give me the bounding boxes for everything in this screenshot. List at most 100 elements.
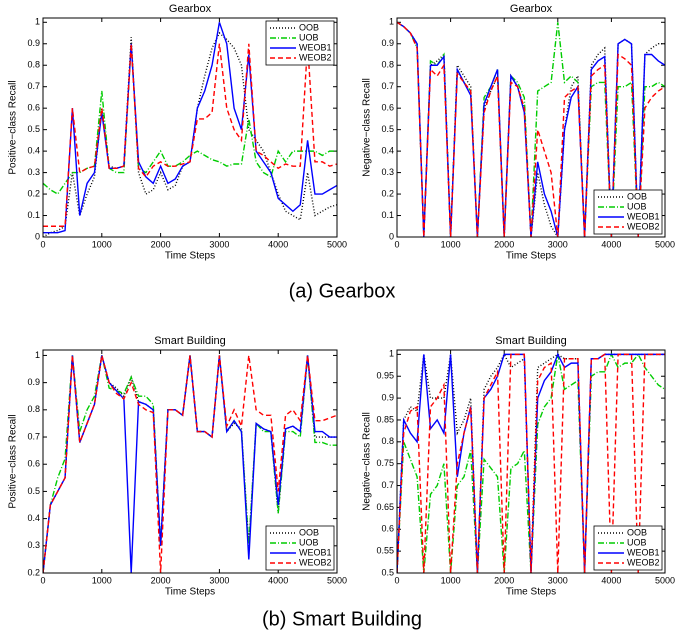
x-tick-label: 3000 <box>548 239 568 249</box>
x-tick-label: 0 <box>40 575 45 585</box>
legend-label: WEOB2 <box>627 221 660 231</box>
x-tick-label: 2000 <box>151 239 171 249</box>
axes-frame <box>42 17 338 238</box>
y-tick-label: 0.95 <box>376 371 394 381</box>
x-tick-label: 3000 <box>209 575 229 585</box>
y-tick-label: 1 <box>389 349 394 359</box>
legend-label: OOB <box>627 527 647 537</box>
x-tick-label: 2000 <box>151 575 171 585</box>
caption: (b) Smart Building <box>262 608 422 630</box>
y-axis-label: Negative−class Recall <box>362 78 373 177</box>
x-tick-label: 5000 <box>327 575 347 585</box>
y-tick-label: 0.8 <box>27 404 40 414</box>
x-tick-label: 1000 <box>441 575 461 585</box>
x-axis-label: Time Steps <box>165 251 215 262</box>
legend-label: WEOB1 <box>299 547 332 557</box>
series-line <box>43 355 337 573</box>
chart-title: Gearbox <box>169 3 212 15</box>
y-tick-label: 0.4 <box>27 145 40 155</box>
x-tick-label: 2000 <box>494 239 514 249</box>
legend-label: OOB <box>299 22 319 32</box>
series-line <box>397 21 665 237</box>
legend-label: UOB <box>627 201 647 211</box>
y-tick-label: 0.75 <box>376 458 394 468</box>
chart-title: Gearbox <box>510 3 553 15</box>
x-tick-label: 4000 <box>601 575 621 585</box>
y-tick-label: 0.7 <box>27 431 40 441</box>
legend-label: OOB <box>299 527 319 537</box>
series-line <box>397 353 665 573</box>
y-tick-label: 0.6 <box>27 459 40 469</box>
legend-label: UOB <box>627 537 647 547</box>
y-tick-label: 0.6 <box>27 103 40 113</box>
legend-label: UOB <box>299 537 319 547</box>
x-tick-label: 4000 <box>268 239 288 249</box>
legend-label: WEOB1 <box>299 42 332 52</box>
x-tick-label: 2000 <box>494 575 514 585</box>
x-tick-label: 1000 <box>92 575 112 585</box>
axes-frame <box>396 17 666 238</box>
y-tick-label: 0.5 <box>381 567 394 577</box>
legend-label: UOB <box>299 32 319 42</box>
x-tick-label: 4000 <box>601 239 621 249</box>
y-tick-label: 0.9 <box>381 38 394 48</box>
y-tick-label: 0.7 <box>27 81 40 91</box>
x-tick-label: 5000 <box>655 575 675 585</box>
y-tick-label: 0.5 <box>27 486 40 496</box>
legend-box <box>593 525 663 571</box>
y-tick-label: 0.9 <box>27 377 40 387</box>
series-line <box>43 43 337 227</box>
series-line <box>397 352 665 573</box>
y-tick-label: 0.85 <box>376 414 394 424</box>
y-tick-label: 0.1 <box>381 210 394 220</box>
y-tick-label: 1 <box>35 350 40 360</box>
y-tick-label: 0.2 <box>27 188 40 198</box>
y-tick-label: 0.7 <box>381 480 394 490</box>
series-line <box>397 21 665 237</box>
x-tick-label: 3000 <box>548 575 568 585</box>
chart-title: Smart Building <box>495 335 567 347</box>
x-axis-label: Time Steps <box>506 587 556 598</box>
legend-label: WEOB2 <box>627 557 660 567</box>
y-tick-label: 0.3 <box>381 167 394 177</box>
x-tick-label: 5000 <box>655 239 675 249</box>
y-tick-label: 1 <box>389 17 394 27</box>
y-tick-label: 0.65 <box>376 502 394 512</box>
y-tick-label: 1 <box>35 17 40 27</box>
y-axis-label: Positive−class Recall <box>8 414 19 508</box>
x-tick-label: 1000 <box>441 239 461 249</box>
x-tick-label: 5000 <box>327 239 347 249</box>
y-tick-label: 0.4 <box>27 513 40 523</box>
y-tick-label: 0.8 <box>381 60 394 70</box>
y-tick-label: 0.7 <box>381 81 394 91</box>
x-tick-label: 4000 <box>268 575 288 585</box>
y-tick-label: 0.9 <box>27 38 40 48</box>
y-axis-label: Positive−class Recall <box>8 80 19 174</box>
x-tick-label: 0 <box>40 239 45 249</box>
y-tick-label: 0.2 <box>27 567 40 577</box>
legend-label: WEOB2 <box>299 52 332 62</box>
y-tick-label: 0 <box>389 231 394 241</box>
y-tick-label: 0.5 <box>27 124 40 134</box>
y-tick-label: 0.8 <box>381 436 394 446</box>
legend-label: WEOB2 <box>299 557 332 567</box>
y-tick-label: 0.6 <box>381 103 394 113</box>
caption: (a) Gearbox <box>289 280 396 302</box>
y-axis-label: Negative−class Recall <box>362 412 373 511</box>
legend-box <box>593 189 663 235</box>
axes-frame <box>396 349 666 574</box>
y-tick-label: 0.6 <box>381 524 394 534</box>
x-tick-label: 1000 <box>92 239 112 249</box>
y-tick-label: 0.3 <box>27 167 40 177</box>
legend-box <box>265 20 335 66</box>
chart-title: Smart Building <box>154 335 226 347</box>
y-tick-label: 0.1 <box>27 210 40 220</box>
y-tick-label: 0.5 <box>381 124 394 134</box>
y-tick-label: 0.8 <box>27 60 40 70</box>
legend-label: OOB <box>627 191 647 201</box>
legend-label: WEOB1 <box>627 547 660 557</box>
x-axis-label: Time Steps <box>506 251 556 262</box>
x-tick-label: 3000 <box>209 239 229 249</box>
y-tick-label: 0.4 <box>381 145 394 155</box>
